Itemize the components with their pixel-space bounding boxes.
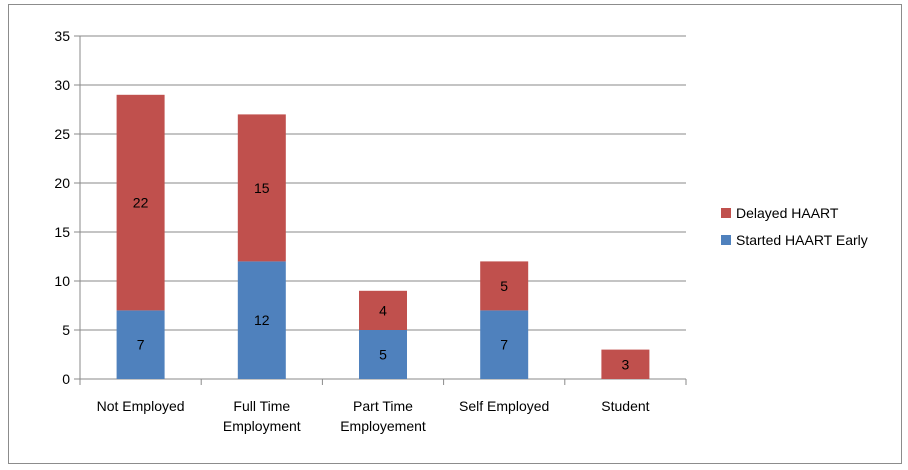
x-tick-label: Part Time	[353, 398, 413, 414]
data-label: 15	[254, 180, 270, 196]
y-tick-label: 5	[62, 322, 70, 338]
x-tick-label: Self Employed	[459, 398, 549, 414]
data-label: 3	[622, 356, 630, 372]
bar-started-early	[359, 330, 407, 379]
x-tick-label: Full Time	[233, 398, 290, 414]
bar-delayed	[480, 261, 529, 311]
bar-started-early	[237, 261, 286, 379]
y-tick-label: 25	[54, 126, 70, 142]
x-tick-label: Not Employed	[97, 398, 185, 414]
x-tick-label: Employement	[340, 418, 426, 434]
data-label: 22	[133, 195, 149, 211]
chart-frame: 0 5 10 15 20 25 30 35 7 22 Not Employed 12 15 Full Ti…	[8, 4, 902, 464]
data-label: 5	[500, 278, 508, 294]
y-tick-label: 10	[54, 273, 70, 289]
bar-started-early	[480, 310, 529, 379]
data-label: 12	[254, 312, 270, 328]
legend-swatch	[721, 235, 731, 245]
y-tick-label: 35	[54, 28, 70, 44]
bar-delayed	[359, 290, 407, 330]
data-label: 4	[379, 302, 387, 318]
bar-delayed	[116, 94, 165, 311]
legend-label: Delayed HAART	[736, 205, 839, 221]
y-tick-label: 15	[54, 224, 70, 240]
legend-label: Started HAART Early	[736, 232, 868, 248]
data-label: 5	[379, 347, 387, 363]
bar-delayed	[237, 114, 286, 262]
y-tick-label: 20	[54, 175, 70, 191]
y-tick-label: 30	[54, 77, 70, 93]
legend-swatch	[721, 208, 731, 218]
data-label: 7	[137, 337, 145, 353]
x-tick-label: Employment	[223, 418, 301, 434]
data-label: 7	[500, 337, 508, 353]
y-tick-label: 0	[62, 371, 70, 387]
bar-started-early	[116, 310, 165, 379]
bar-delayed	[601, 349, 650, 379]
x-tick-label: Student	[601, 398, 649, 414]
